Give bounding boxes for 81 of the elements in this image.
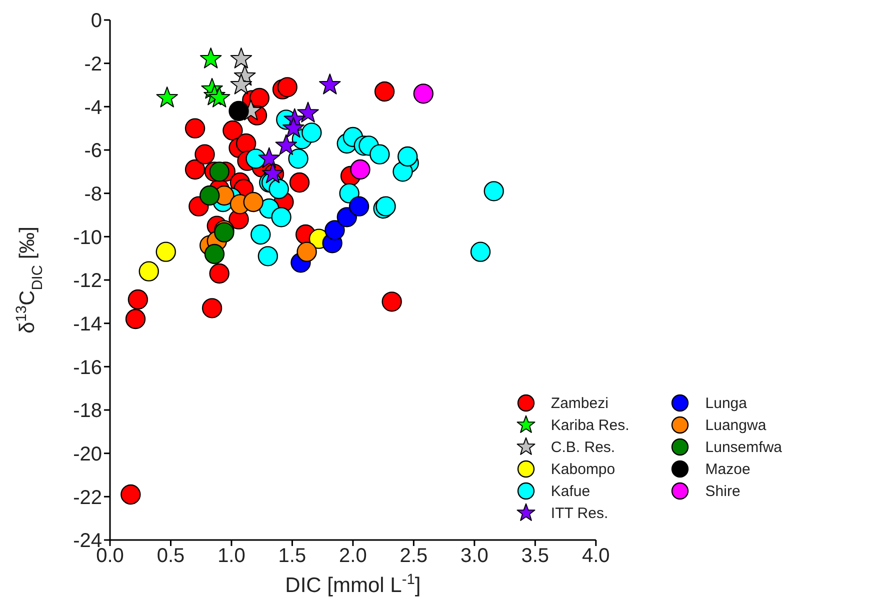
- legend-label: Mazoe: [705, 460, 750, 478]
- point: [236, 133, 256, 154]
- legend-label: Lunga: [705, 394, 747, 412]
- x-tick-label: 1.5: [278, 545, 306, 568]
- y-tick-label: -20: [73, 443, 102, 466]
- point: [318, 74, 341, 94]
- point: [324, 220, 345, 240]
- point: [413, 84, 434, 104]
- point: [470, 242, 491, 262]
- point: [348, 196, 370, 216]
- point: [296, 242, 317, 262]
- point: [202, 298, 222, 318]
- x-tick-label: 1.0: [218, 545, 246, 568]
- point: [275, 134, 298, 156]
- point: [484, 181, 504, 202]
- x-axis-title: DIC [mmol L$^{-1}$]: [285, 572, 421, 597]
- point: [230, 74, 252, 94]
- point: [125, 308, 146, 330]
- point: [398, 146, 418, 167]
- point: [282, 116, 304, 138]
- y-tick-label: -8: [84, 183, 102, 206]
- point: [156, 86, 178, 108]
- legend-label: ITT Res.: [550, 504, 608, 522]
- point: [204, 244, 225, 264]
- x-tick-label: 3.0: [460, 545, 488, 568]
- x-tick-label: 3.5: [521, 545, 550, 568]
- x-tick-label: 2.5: [400, 545, 428, 568]
- point: [222, 120, 243, 141]
- point: [209, 162, 230, 182]
- y-tick-label: -10: [73, 226, 102, 249]
- point: [243, 192, 264, 212]
- y-tick-label: -18: [73, 400, 102, 422]
- x-tick-label: 0.5: [156, 545, 185, 568]
- point: [156, 242, 176, 262]
- point: [339, 183, 360, 204]
- y-tick-label: -12: [73, 270, 102, 292]
- point: [250, 224, 271, 245]
- y-tick-label: -4: [84, 96, 102, 119]
- point: [184, 118, 206, 138]
- legend-label: C.B. Res.: [550, 438, 616, 456]
- x-tick-label: 2.0: [339, 545, 367, 568]
- legend-label: Zambezi: [550, 394, 608, 412]
- legend-label: Kariba Res.: [550, 416, 630, 434]
- point: [249, 88, 270, 108]
- point: [184, 159, 206, 180]
- point: [370, 144, 390, 164]
- point: [230, 48, 252, 68]
- point: [336, 207, 357, 228]
- point: [289, 172, 310, 193]
- point: [258, 147, 280, 168]
- legend-label: Lunsemfwa: [705, 438, 782, 456]
- point: [208, 86, 230, 108]
- point: [297, 102, 319, 123]
- point: [128, 289, 148, 310]
- point: [302, 122, 322, 143]
- point: [138, 261, 159, 282]
- point: [268, 178, 289, 200]
- point: [200, 48, 222, 68]
- legend-label: Kafue: [550, 482, 590, 500]
- y-tick-label: 0: [90, 10, 102, 32]
- point: [120, 484, 141, 505]
- y-tick-label: -14: [73, 313, 102, 336]
- legend-label: Shire: [705, 482, 740, 500]
- point: [194, 144, 215, 164]
- point: [271, 207, 292, 228]
- point: [350, 159, 370, 180]
- point: [228, 100, 249, 122]
- legend-label: Kabompo: [550, 460, 616, 478]
- point: [374, 81, 395, 102]
- x-tick-label: 4.0: [582, 545, 610, 568]
- point: [209, 263, 230, 284]
- y-tick-label: -2: [84, 53, 102, 76]
- legend-label: Luangwa: [705, 416, 766, 434]
- point: [200, 185, 220, 206]
- y-tick-label: -6: [84, 140, 102, 162]
- y-tick-label: -16: [73, 356, 102, 379]
- point: [258, 246, 278, 266]
- y-tick-label: -22: [73, 486, 102, 509]
- point: [277, 77, 298, 98]
- point: [382, 292, 402, 312]
- point: [288, 148, 308, 169]
